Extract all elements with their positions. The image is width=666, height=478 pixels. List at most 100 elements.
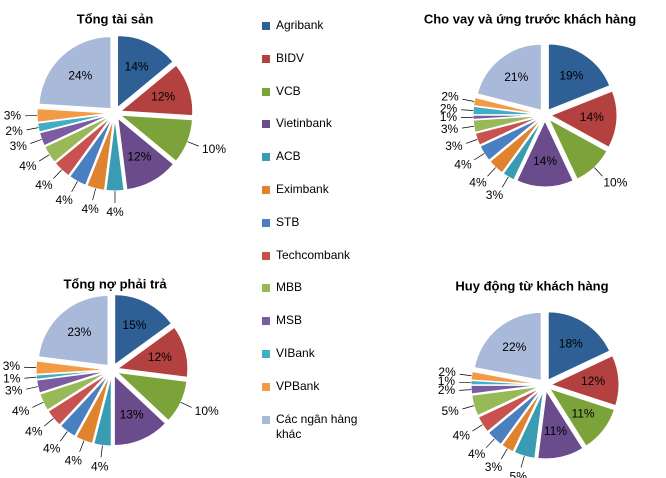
data-label: 4% xyxy=(469,176,487,190)
legend-label: VCB xyxy=(276,83,301,98)
data-label: 4% xyxy=(65,453,83,467)
legend-item: VPBank xyxy=(262,379,366,394)
pie-slice xyxy=(38,294,109,367)
pie-slice xyxy=(119,64,194,117)
pie-slice xyxy=(547,43,611,111)
legend-label: ACB xyxy=(276,149,301,164)
pie-slice xyxy=(473,96,540,115)
pie-slice xyxy=(470,384,540,395)
data-label: 3% xyxy=(10,139,28,153)
leader-line xyxy=(500,448,508,460)
pie-slice xyxy=(549,355,620,407)
data-label: 1% xyxy=(438,374,456,388)
data-label: 1% xyxy=(440,110,458,124)
data-label: 3% xyxy=(486,188,504,202)
legend-item: VCB xyxy=(262,84,366,99)
pie-slice xyxy=(548,387,616,447)
legend-label: Agribank xyxy=(276,18,324,32)
chart-title: Tổng nợ phải trả xyxy=(63,276,167,291)
legend-swatch xyxy=(262,350,270,358)
pie-slice xyxy=(37,113,110,133)
data-label: 3% xyxy=(3,359,21,373)
leader-line xyxy=(187,141,199,147)
leader-line xyxy=(79,440,85,452)
data-label: 24% xyxy=(68,68,92,82)
data-label: 10% xyxy=(603,176,627,190)
leader-line xyxy=(461,125,474,129)
data-label: 4% xyxy=(453,429,471,443)
legend-label: VPBank xyxy=(276,378,320,393)
data-label: 2% xyxy=(438,365,456,379)
data-label: 3% xyxy=(5,384,23,398)
data-label: 4% xyxy=(25,425,43,439)
legend-label: MSB xyxy=(276,313,303,328)
data-label: 2% xyxy=(440,101,458,115)
pie-slice xyxy=(47,373,108,426)
pie-slice xyxy=(36,108,110,123)
leader-line xyxy=(71,181,78,193)
leader-line xyxy=(92,188,96,201)
leader-line xyxy=(32,402,44,408)
data-label: 11% xyxy=(544,424,567,438)
pie-slice xyxy=(116,326,189,378)
leader-line xyxy=(26,386,38,390)
data-label: 5% xyxy=(441,404,459,418)
legend-swatch xyxy=(262,218,270,227)
data-label: 4% xyxy=(468,447,486,461)
data-label: 4% xyxy=(55,193,73,207)
legend-swatch xyxy=(262,415,270,424)
pie-slice xyxy=(54,116,112,177)
leader-line xyxy=(100,445,103,458)
pie-slice xyxy=(549,90,618,148)
data-label: 4% xyxy=(12,404,30,418)
data-label: 23% xyxy=(67,325,91,339)
data-label: 18% xyxy=(559,337,583,351)
data-label: 10% xyxy=(195,404,219,418)
data-label: 3% xyxy=(485,460,503,474)
legend-swatch xyxy=(262,54,270,63)
pie-slice xyxy=(516,119,574,188)
leader-line xyxy=(30,139,42,144)
leader-line xyxy=(459,389,472,391)
leader-line xyxy=(43,418,54,427)
leader-line xyxy=(459,373,472,377)
legend-item: MSB xyxy=(262,313,366,328)
legend-label: BIDV xyxy=(276,50,305,65)
legend-item: Vietinbank xyxy=(262,116,366,131)
data-label: 4% xyxy=(454,158,472,172)
data-label: 13% xyxy=(120,408,144,422)
data-label: 4% xyxy=(43,441,61,455)
legend-label: STB xyxy=(276,214,300,229)
pie-slice xyxy=(476,43,542,111)
leader-line xyxy=(24,376,37,379)
legend-swatch xyxy=(262,251,270,260)
data-label: 14% xyxy=(533,154,557,168)
legend-swatch xyxy=(262,317,270,326)
legend-item: VIBank xyxy=(262,346,366,361)
legend-item: BIDV xyxy=(262,51,366,66)
legend-label: Vietinbank xyxy=(276,116,332,131)
data-label: 4% xyxy=(91,459,109,473)
pie-slice xyxy=(473,311,542,381)
pie-slice xyxy=(86,118,115,191)
legend-item: Agribank xyxy=(262,18,366,33)
data-label: 5% xyxy=(510,469,528,478)
data-label: 4% xyxy=(19,159,37,173)
leader-line xyxy=(38,154,50,162)
data-label: 14% xyxy=(580,110,604,124)
data-label: 19% xyxy=(559,68,583,82)
legend-swatch xyxy=(262,284,270,293)
legend-swatch xyxy=(262,87,270,96)
data-label: 11% xyxy=(571,407,594,421)
leader-line xyxy=(26,127,39,131)
data-label: 1% xyxy=(3,371,21,385)
data-label: 14% xyxy=(125,59,149,73)
legend-label: VIBank xyxy=(276,346,315,360)
pie-slice xyxy=(117,35,174,109)
data-label: 2% xyxy=(438,383,456,397)
data-label: 3% xyxy=(445,139,463,153)
pie-slice xyxy=(119,114,193,162)
leader-line xyxy=(462,98,475,102)
leader-line xyxy=(465,139,478,144)
